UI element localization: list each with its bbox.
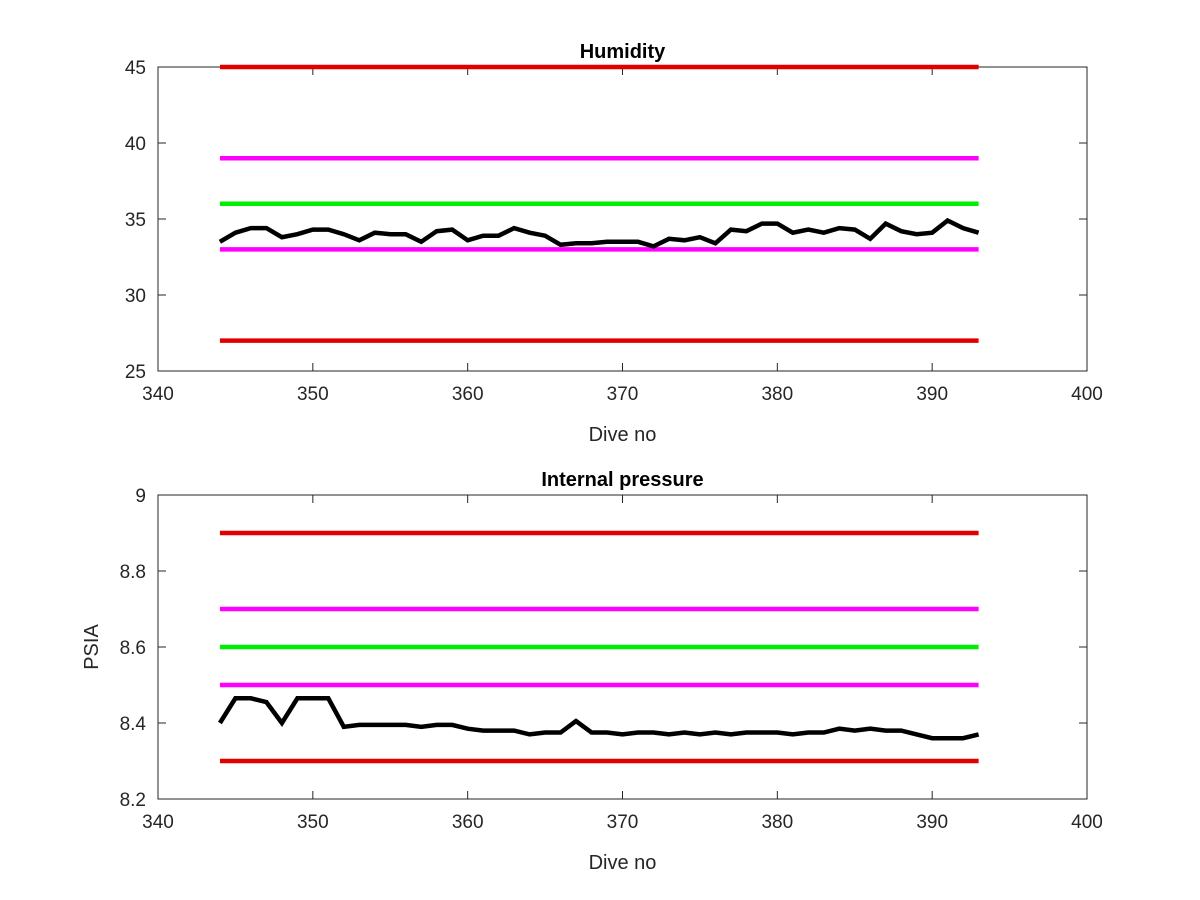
y-tick-label: 35 [125,210,146,231]
y-tick-label: 9 [135,486,146,507]
x-tick-label: 360 [452,384,484,405]
data-series-line [218,217,980,249]
y-tick-label: 40 [125,134,146,155]
humidity-plot: 340 350 360 370 380 390 400 25 30 35 40 45 Humidity D… [125,41,1103,446]
y-tick-label: 8.4 [120,714,147,735]
x-tick-label: 390 [916,812,948,833]
x-tick-label: 380 [761,384,793,405]
x-tick-label: 340 [142,812,174,833]
x-tick-label: 370 [607,812,639,833]
y-tick-label: 30 [125,286,146,307]
y-axis-label: PSIA [81,624,103,670]
x-tick-label: 340 [142,384,174,405]
x-tick-label: 350 [297,812,329,833]
x-tick-label: 350 [297,384,329,405]
x-tick-label: 390 [916,384,948,405]
y-tick-label: 8.8 [120,562,146,583]
y-tick-label: 8.6 [120,638,146,659]
y-tick-label: 25 [125,362,146,383]
y-tick-label: 45 [125,58,146,79]
data-series-line [217,696,980,741]
x-tick-label: 400 [1071,812,1103,833]
x-tick-label: 360 [452,812,484,833]
chart-title: Internal pressure [541,469,703,491]
x-tick-label: 400 [1071,384,1103,405]
internal-pressure-plot: 340 350 360 370 380 390 400 8.2 8.4 8.6 8.8 9 Intern… [81,469,1103,874]
chart-title: Humidity [580,41,666,63]
x-tick-label: 380 [761,812,793,833]
x-axis-label: Dive no [589,852,657,874]
y-tick-label: 8.2 [120,790,146,811]
x-tick-label: 370 [607,384,639,405]
x-axis-label: Dive no [589,424,657,446]
